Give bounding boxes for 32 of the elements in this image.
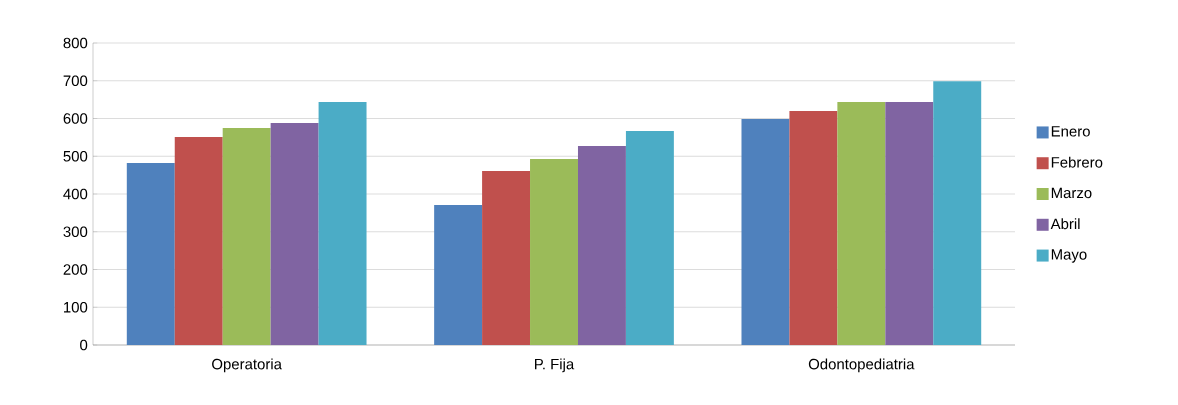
x-tick-label: Odontopediatria (808, 358, 915, 373)
bar (222, 127, 271, 345)
legend-label: Marzo (1051, 187, 1092, 199)
y-tick-label: 200 (63, 264, 88, 275)
bar (174, 137, 223, 345)
y-tick-label: 300 (63, 226, 88, 238)
bar (789, 110, 838, 345)
bar (837, 101, 886, 345)
bar (933, 81, 982, 345)
bar (625, 130, 674, 345)
y-tick-label: 100 (64, 301, 88, 313)
legend-label: Mayo (1051, 249, 1087, 263)
legend-label: Enero (1051, 126, 1090, 137)
bar (434, 204, 483, 345)
y-tick-label: 800 (63, 37, 88, 49)
legend-label: Febrero (1051, 156, 1103, 168)
y-tick-label: 500 (63, 150, 88, 162)
y-tick-label: 0 (80, 339, 88, 351)
bar (741, 118, 790, 345)
bar (482, 170, 531, 345)
bar (126, 163, 175, 345)
bar (318, 101, 367, 345)
x-tick-label: P. Fija (535, 358, 575, 373)
y-tick-label: 700 (63, 75, 88, 87)
bar (577, 146, 626, 345)
bar (885, 101, 934, 345)
y-tick-label: 400 (63, 188, 88, 200)
x-tick-label: Operatoria (212, 358, 282, 373)
bar (530, 158, 578, 345)
bar (270, 123, 319, 345)
y-tick-label: 600 (63, 113, 88, 124)
legend-label: Abril (1050, 218, 1080, 230)
